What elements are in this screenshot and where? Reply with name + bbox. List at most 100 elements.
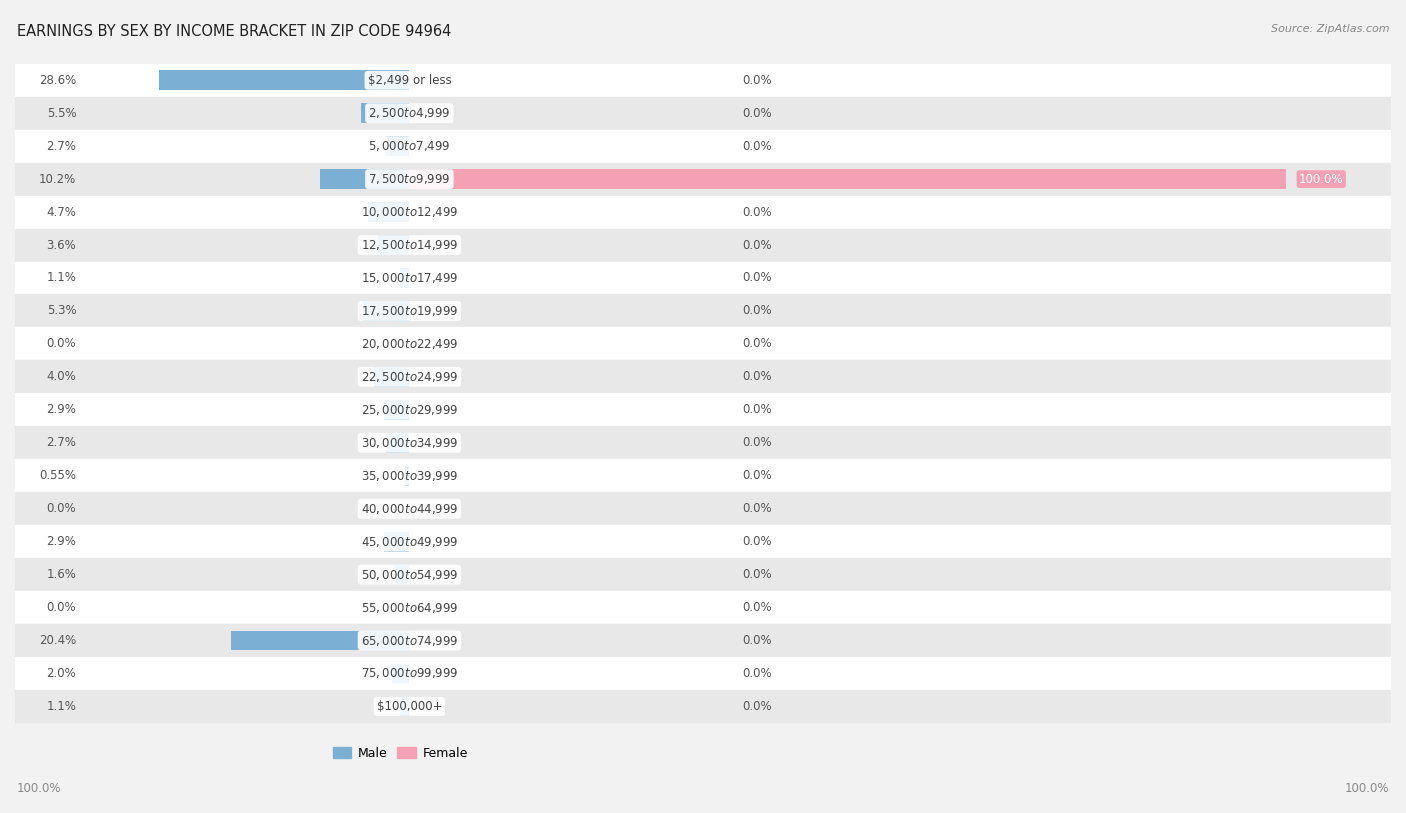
- Text: 0.0%: 0.0%: [742, 700, 772, 713]
- Text: 0.0%: 0.0%: [742, 634, 772, 647]
- Text: 0.0%: 0.0%: [46, 601, 76, 614]
- Text: $35,000 to $39,999: $35,000 to $39,999: [361, 469, 458, 483]
- Text: 0.0%: 0.0%: [742, 469, 772, 482]
- Text: 1.1%: 1.1%: [46, 272, 76, 285]
- Text: 0.0%: 0.0%: [742, 601, 772, 614]
- Bar: [15, 328, 1391, 360]
- Bar: [385, 433, 409, 453]
- Text: 0.0%: 0.0%: [742, 437, 772, 450]
- Text: 0.0%: 0.0%: [742, 568, 772, 581]
- Text: 0.55%: 0.55%: [39, 469, 76, 482]
- Bar: [15, 591, 1391, 624]
- Text: 0.0%: 0.0%: [742, 107, 772, 120]
- Text: $100,000+: $100,000+: [377, 700, 441, 713]
- Text: 0.0%: 0.0%: [742, 304, 772, 317]
- Bar: [15, 97, 1391, 130]
- Text: $15,000 to $17,499: $15,000 to $17,499: [361, 271, 458, 285]
- Text: $10,000 to $12,499: $10,000 to $12,499: [361, 205, 458, 219]
- Text: EARNINGS BY SEX BY INCOME BRACKET IN ZIP CODE 94964: EARNINGS BY SEX BY INCOME BRACKET IN ZIP…: [17, 24, 451, 39]
- Bar: [15, 459, 1391, 492]
- Text: 2.7%: 2.7%: [46, 437, 76, 450]
- Bar: [374, 367, 409, 387]
- Text: Source: ZipAtlas.com: Source: ZipAtlas.com: [1271, 24, 1389, 34]
- Text: $12,500 to $14,999: $12,500 to $14,999: [361, 238, 458, 252]
- Text: $45,000 to $49,999: $45,000 to $49,999: [361, 535, 458, 549]
- Bar: [15, 690, 1391, 723]
- Text: $22,500 to $24,999: $22,500 to $24,999: [361, 370, 458, 384]
- Text: 2.0%: 2.0%: [46, 667, 76, 680]
- Bar: [321, 169, 409, 189]
- Text: 100.0%: 100.0%: [17, 782, 62, 795]
- Text: $2,500 to $4,999: $2,500 to $4,999: [368, 107, 451, 120]
- Text: 0.0%: 0.0%: [46, 337, 76, 350]
- Bar: [15, 360, 1391, 393]
- Text: $20,000 to $22,499: $20,000 to $22,499: [361, 337, 458, 351]
- Text: $65,000 to $74,999: $65,000 to $74,999: [361, 633, 458, 647]
- Bar: [399, 268, 409, 288]
- Text: 0.0%: 0.0%: [742, 206, 772, 219]
- Bar: [15, 294, 1391, 328]
- Bar: [385, 137, 409, 156]
- Text: 10.2%: 10.2%: [39, 172, 76, 185]
- Bar: [15, 492, 1391, 525]
- Bar: [409, 169, 1286, 189]
- Text: 1.1%: 1.1%: [46, 700, 76, 713]
- Text: 0.0%: 0.0%: [742, 140, 772, 153]
- Text: 2.7%: 2.7%: [46, 140, 76, 153]
- Bar: [159, 71, 409, 90]
- Bar: [15, 525, 1391, 559]
- Text: $7,500 to $9,999: $7,500 to $9,999: [368, 172, 451, 186]
- Bar: [392, 663, 409, 684]
- Text: 0.0%: 0.0%: [742, 502, 772, 515]
- Legend: Male, Female: Male, Female: [333, 746, 468, 759]
- Bar: [15, 196, 1391, 228]
- Bar: [231, 631, 409, 650]
- Bar: [15, 63, 1391, 97]
- Text: $55,000 to $64,999: $55,000 to $64,999: [361, 601, 458, 615]
- Text: 0.0%: 0.0%: [742, 667, 772, 680]
- Bar: [363, 301, 409, 321]
- Text: $40,000 to $44,999: $40,000 to $44,999: [361, 502, 458, 515]
- Text: 100.0%: 100.0%: [1344, 782, 1389, 795]
- Bar: [15, 163, 1391, 196]
- Bar: [15, 624, 1391, 657]
- Bar: [15, 426, 1391, 459]
- Bar: [15, 657, 1391, 690]
- Text: 28.6%: 28.6%: [39, 74, 76, 87]
- Bar: [15, 228, 1391, 262]
- Text: $50,000 to $54,999: $50,000 to $54,999: [361, 567, 458, 581]
- Text: 100.0%: 100.0%: [1299, 172, 1344, 185]
- Text: 0.0%: 0.0%: [742, 371, 772, 384]
- Text: 20.4%: 20.4%: [39, 634, 76, 647]
- Bar: [384, 400, 409, 420]
- Text: 4.7%: 4.7%: [46, 206, 76, 219]
- Text: 0.0%: 0.0%: [742, 535, 772, 548]
- Text: $5,000 to $7,499: $5,000 to $7,499: [368, 139, 451, 153]
- Text: $17,500 to $19,999: $17,500 to $19,999: [361, 304, 458, 318]
- Text: $75,000 to $99,999: $75,000 to $99,999: [361, 667, 458, 680]
- Text: $2,499 or less: $2,499 or less: [367, 74, 451, 87]
- Text: $30,000 to $34,999: $30,000 to $34,999: [361, 436, 458, 450]
- Text: 3.6%: 3.6%: [46, 238, 76, 251]
- Bar: [15, 130, 1391, 163]
- Bar: [378, 235, 409, 255]
- Text: 5.3%: 5.3%: [46, 304, 76, 317]
- Text: 2.9%: 2.9%: [46, 403, 76, 416]
- Text: 0.0%: 0.0%: [742, 74, 772, 87]
- Bar: [384, 532, 409, 551]
- Bar: [15, 559, 1391, 591]
- Text: $25,000 to $29,999: $25,000 to $29,999: [361, 402, 458, 417]
- Bar: [405, 466, 409, 485]
- Text: 2.9%: 2.9%: [46, 535, 76, 548]
- Bar: [399, 697, 409, 716]
- Text: 5.5%: 5.5%: [46, 107, 76, 120]
- Text: 0.0%: 0.0%: [742, 403, 772, 416]
- Text: 0.0%: 0.0%: [742, 238, 772, 251]
- Bar: [15, 393, 1391, 426]
- Text: 4.0%: 4.0%: [46, 371, 76, 384]
- Bar: [15, 262, 1391, 294]
- Text: 0.0%: 0.0%: [742, 272, 772, 285]
- Bar: [395, 565, 409, 585]
- Bar: [368, 202, 409, 222]
- Bar: [361, 103, 409, 123]
